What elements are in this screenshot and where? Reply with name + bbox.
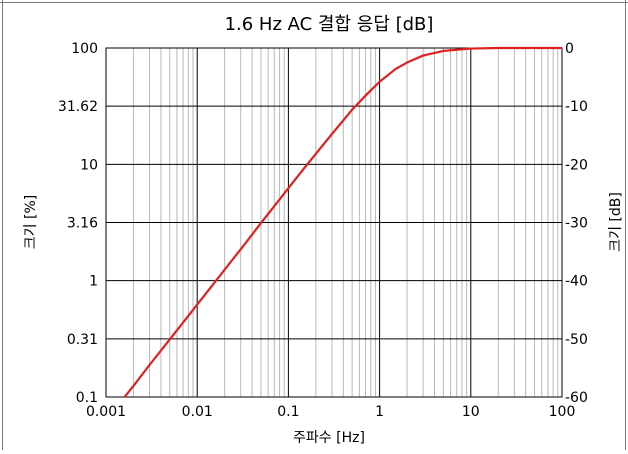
x-tick-label: 100 (549, 404, 576, 420)
y-tick-label-left: 31.62 (58, 99, 98, 115)
y-tick-label-left: 10 (80, 157, 98, 173)
chart-title: 1.6 Hz AC 결합 응답 [dB] (225, 14, 434, 35)
x-tick-label: 0.1 (277, 404, 299, 420)
y-tick-label-left: 3.16 (67, 216, 98, 232)
x-axis-label: 주파수 [Hz] (293, 430, 365, 446)
y-tick-label-right: -20 (565, 157, 588, 173)
y-tick-label-right: -40 (565, 274, 588, 290)
response-curve (123, 46, 562, 398)
y-axis-label-left: 크기 [%] (23, 195, 39, 249)
y-tick-label-left: 0.31 (67, 332, 98, 348)
y-tick-label-right: -60 (565, 390, 588, 406)
y-tick-label-left: 1 (89, 274, 98, 290)
x-tick-label: 0.001 (86, 404, 126, 420)
y-tick-label-right: -50 (565, 332, 588, 348)
x-tick-label: 0.01 (182, 404, 213, 420)
x-tick-label: 10 (462, 404, 480, 420)
y-tick-label-right: -30 (565, 216, 588, 232)
y-tick-label-right: -10 (565, 99, 588, 115)
y-tick-label-right: 0 (565, 41, 574, 57)
y-tick-label-left: 100 (71, 41, 98, 57)
x-tick-label: 1 (375, 404, 384, 420)
y-tick-label-left: 0.1 (76, 390, 98, 406)
plot-area-border (105, 47, 563, 398)
y-axis-label-right: 크기 [dB] (608, 192, 624, 252)
